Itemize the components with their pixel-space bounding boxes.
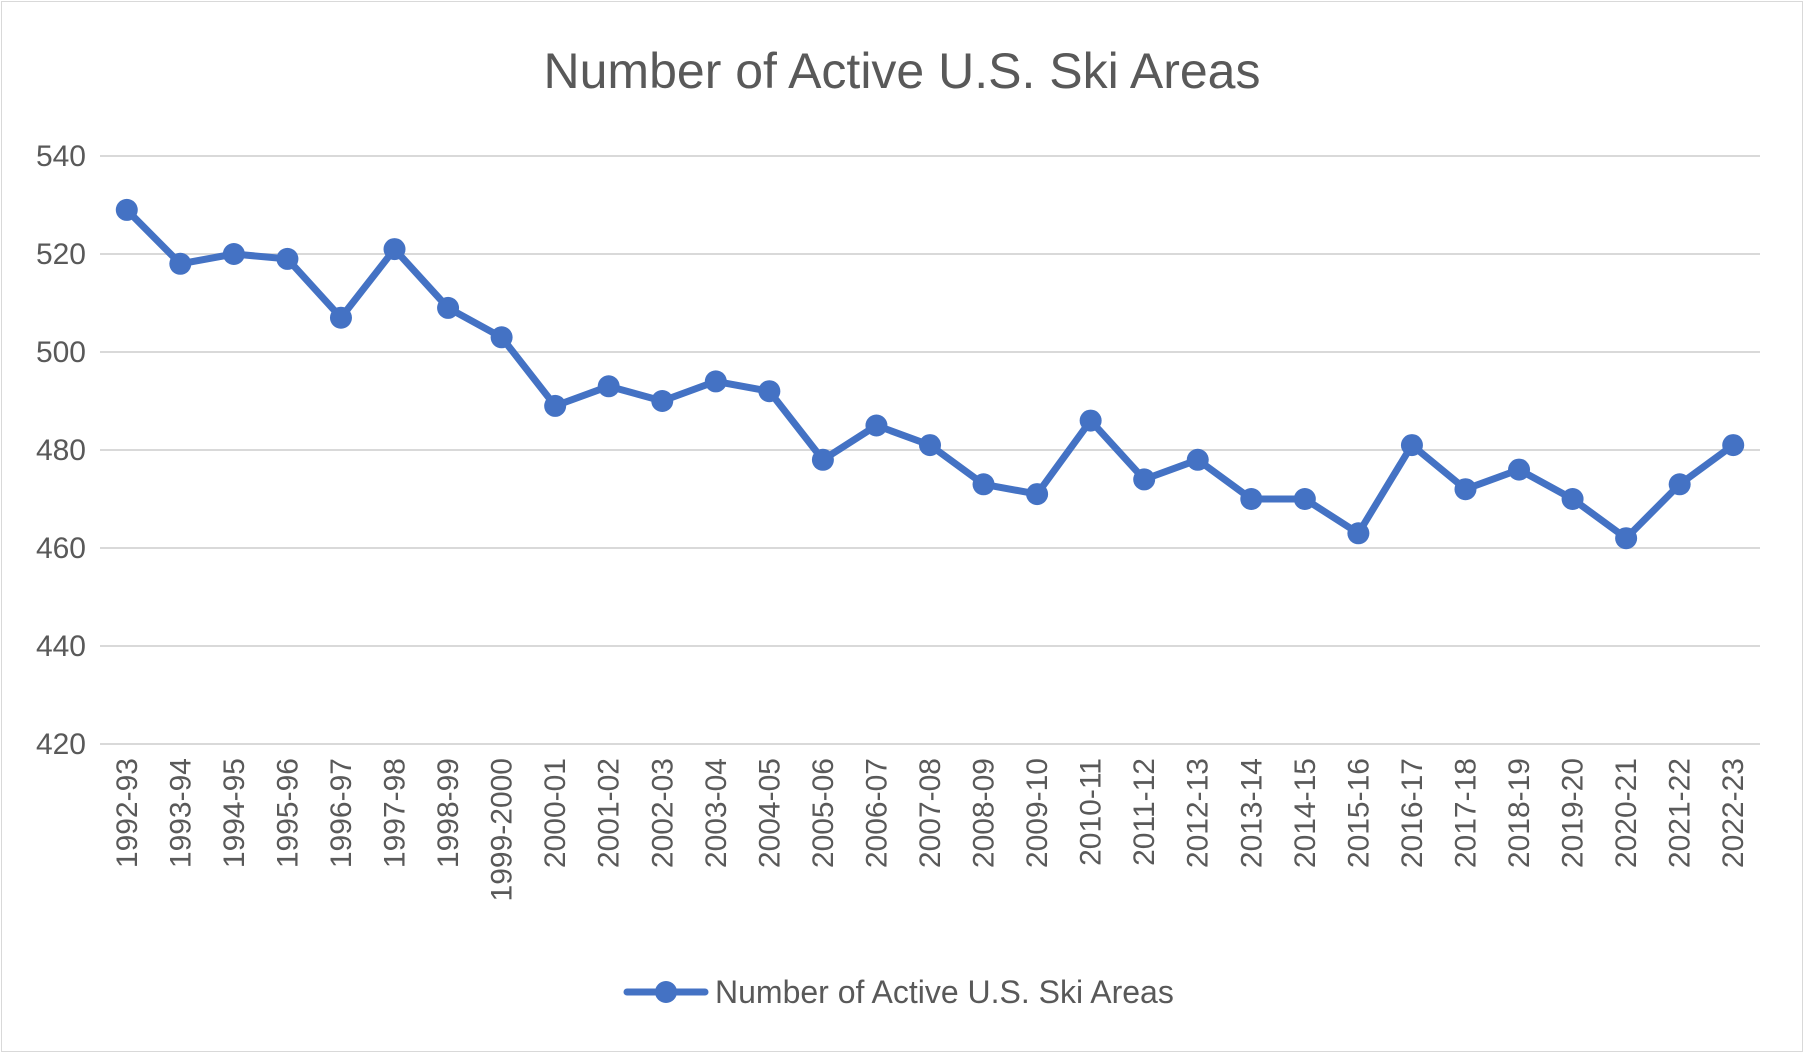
data-point xyxy=(544,394,567,417)
data-point xyxy=(1454,478,1477,501)
x-tick-label: 2009-10 xyxy=(1021,758,1054,868)
data-point xyxy=(1186,448,1209,471)
data-point xyxy=(811,448,834,471)
legend: Number of Active U.S. Ski Areas xyxy=(623,974,1174,1010)
x-tick-label: 2004-05 xyxy=(753,758,786,868)
x-tick-label: 2000-01 xyxy=(539,758,572,868)
data-point xyxy=(383,238,406,261)
x-tick-label: 2018-19 xyxy=(1503,758,1536,868)
chart-title: Number of Active U.S. Ski Areas xyxy=(544,43,1261,99)
data-point xyxy=(704,370,727,393)
legend-series-name: Number of Active U.S. Ski Areas xyxy=(715,974,1174,1010)
x-tick-label: 2005-06 xyxy=(807,758,840,868)
x-tick-label: 1999-2000 xyxy=(486,758,519,901)
x-tick-label: 2019-20 xyxy=(1557,758,1590,868)
data-point xyxy=(1079,409,1102,432)
data-point xyxy=(169,252,192,275)
y-tick-label: 440 xyxy=(36,630,86,663)
x-tick-label: 2016-17 xyxy=(1396,758,1429,868)
y-tick-label: 420 xyxy=(36,728,86,761)
x-tick-label: 2002-03 xyxy=(646,758,679,868)
y-tick-label: 480 xyxy=(36,434,86,467)
x-tick-label: 1997-98 xyxy=(379,758,412,868)
data-point xyxy=(972,473,995,496)
x-tick-label: 1996-97 xyxy=(325,758,358,868)
x-tick-label: 1992-93 xyxy=(111,758,144,868)
x-tick-label: 2007-08 xyxy=(914,758,947,868)
x-tick-label: 2010-11 xyxy=(1075,758,1108,866)
y-axis-ticks: 420 440 460 480 500 520 540 xyxy=(36,140,86,761)
x-tick-label: 2014-15 xyxy=(1289,758,1322,868)
data-point xyxy=(1400,434,1423,457)
x-tick-label: 1998-99 xyxy=(432,758,465,868)
data-point xyxy=(1026,483,1049,506)
data-point xyxy=(1561,488,1584,510)
x-tick-label: 1993-94 xyxy=(164,758,197,868)
x-tick-label: 2022-23 xyxy=(1717,758,1750,868)
x-tick-label: 2015-16 xyxy=(1342,758,1375,868)
data-point xyxy=(865,414,888,437)
data-point xyxy=(597,375,620,398)
x-tick-label: 2017-18 xyxy=(1449,758,1482,868)
gridlines xyxy=(100,155,1760,745)
series-layer xyxy=(115,198,1745,550)
y-tick-label: 460 xyxy=(36,532,86,565)
data-point xyxy=(1722,434,1745,457)
x-tick-label: 2001-02 xyxy=(593,758,626,868)
x-tick-label: 2011-12 xyxy=(1128,758,1161,866)
legend-point-marker xyxy=(655,981,677,1003)
y-tick-label: 520 xyxy=(36,238,86,271)
y-tick-label: 540 xyxy=(36,140,86,173)
data-point xyxy=(490,326,513,349)
x-tick-label: 2012-13 xyxy=(1182,758,1215,868)
x-tick-label: 2013-14 xyxy=(1235,758,1268,868)
data-point xyxy=(651,390,674,412)
data-point xyxy=(329,306,352,329)
data-point xyxy=(1133,468,1156,491)
x-tick-label: 2020-21 xyxy=(1610,758,1643,868)
data-point xyxy=(276,247,299,270)
data-point xyxy=(1615,527,1638,550)
data-point xyxy=(222,243,245,265)
data-point xyxy=(1240,488,1263,510)
x-tick-label: 2021-22 xyxy=(1664,758,1697,868)
data-point xyxy=(1668,473,1691,496)
data-point xyxy=(919,434,941,457)
x-tick-label: 2003-04 xyxy=(700,758,733,868)
x-tick-label: 1994-95 xyxy=(218,758,251,868)
data-point xyxy=(115,198,138,221)
data-point xyxy=(1293,488,1316,510)
x-tick-label: 2006-07 xyxy=(860,758,893,868)
series-line xyxy=(123,206,1737,542)
data-point xyxy=(437,296,460,319)
data-point xyxy=(758,380,781,403)
data-point xyxy=(1508,458,1531,481)
data-point xyxy=(1347,522,1370,545)
x-axis-ticks: 1992-93 1993-94 1994-95 1995-96 1996-97 1997-… xyxy=(111,758,1750,901)
x-tick-label: 2008-09 xyxy=(968,758,1001,868)
y-tick-label: 500 xyxy=(36,336,86,369)
x-tick-label: 1995-96 xyxy=(271,758,304,868)
